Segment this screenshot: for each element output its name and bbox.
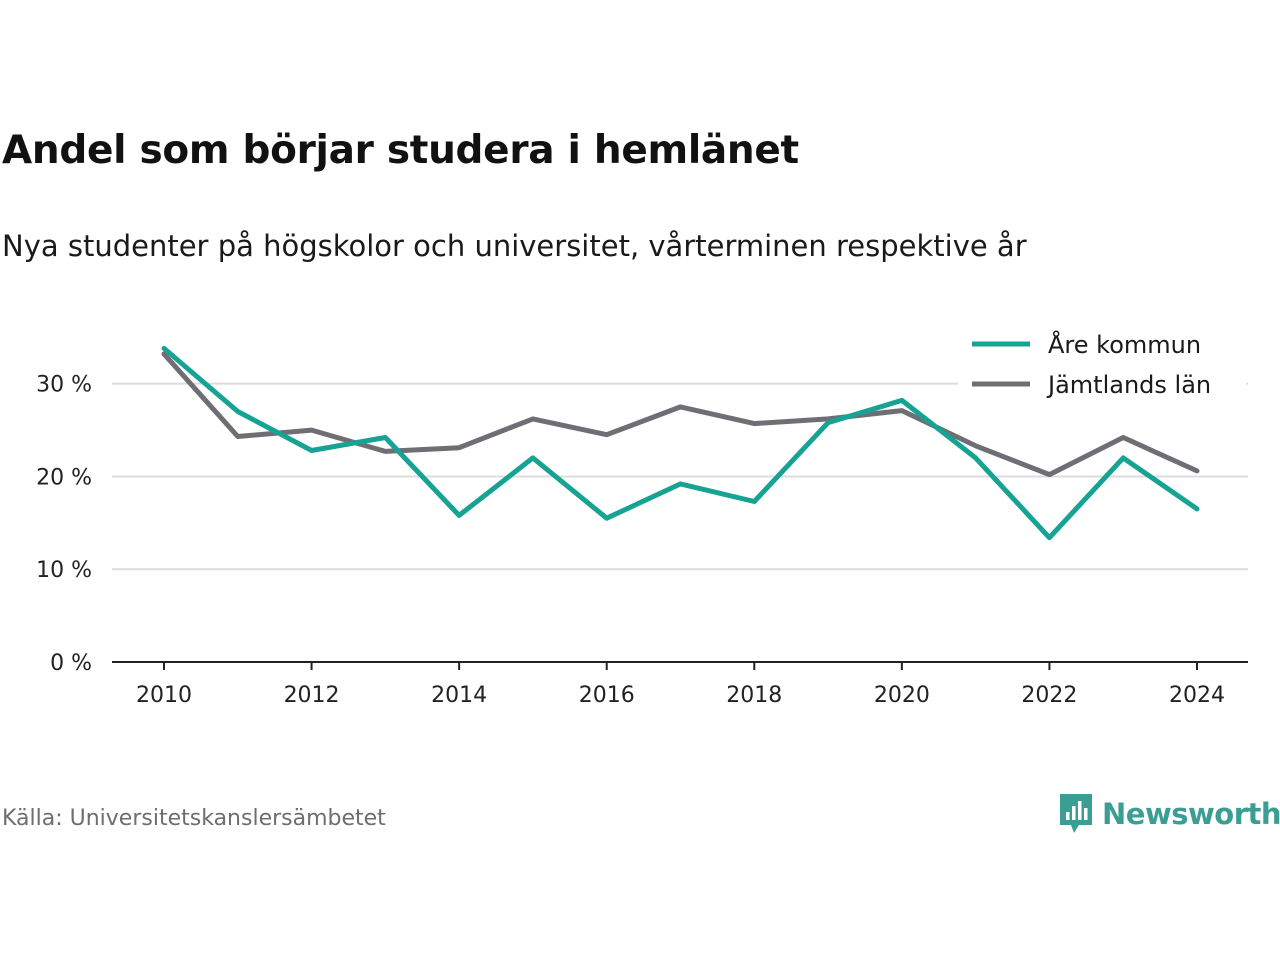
legend-label: Åre kommun (1048, 330, 1201, 359)
y-tick-label: 0 % (50, 651, 92, 676)
x-tick-label: 2020 (874, 683, 930, 708)
chart-subtitle: Nya studenter på högskolor och universit… (2, 229, 1027, 263)
series-line (161, 345, 1200, 541)
x-tick-label: 2012 (284, 683, 340, 708)
y-tick-label: 10 % (36, 558, 92, 583)
newsworthy-logo-icon (1060, 794, 1092, 833)
legend-background (958, 322, 1246, 406)
brand-logo: Newsworthy (1058, 792, 1280, 836)
source-note: Källa: Universitetskanslersämbetet (2, 806, 386, 831)
brand-name: Newsworthy (1102, 797, 1280, 831)
x-tick-label: 2016 (579, 683, 635, 708)
legend-label: Jämtlands län (1046, 371, 1211, 399)
x-tick-label: 2010 (136, 683, 192, 708)
x-tick-label: 2014 (431, 683, 487, 708)
y-tick-label: 30 % (36, 373, 92, 398)
x-tick-label: 2022 (1021, 683, 1077, 708)
x-tick-label: 2018 (726, 683, 782, 708)
series-line (161, 351, 1200, 478)
x-tick-label: 2024 (1169, 683, 1225, 708)
chart-title: Andel som börjar studera i hemlänet (2, 128, 799, 173)
y-tick-label: 20 % (36, 465, 92, 490)
line-chart: 0 % 10 % 20 % 30 % 2010 2012 2014 2016 2018 2020 2… (36, 322, 1248, 708)
